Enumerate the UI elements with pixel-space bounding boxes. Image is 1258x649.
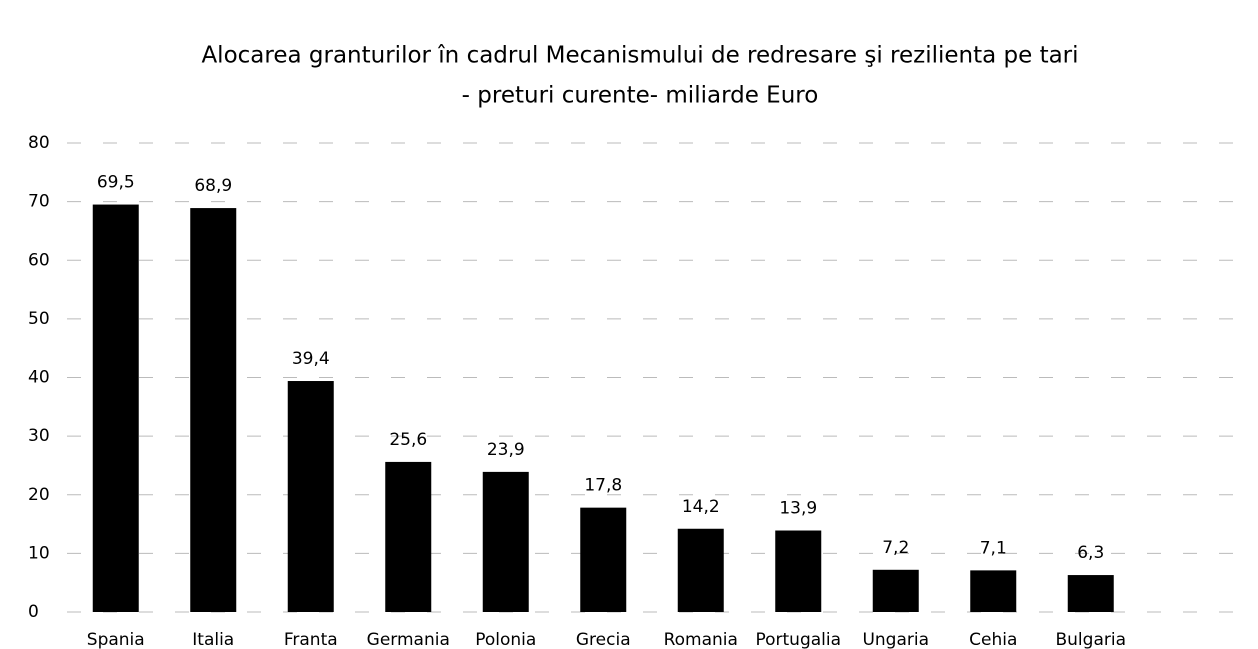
- bar: [482, 471, 529, 612]
- bar: [287, 381, 334, 612]
- data-label: 7,2: [882, 538, 909, 558]
- x-tick-label: Bulgaria: [1056, 630, 1127, 649]
- chart-title: Alocarea granturilor în cadrul Mecanismu…: [201, 43, 1078, 69]
- x-tick-label: Franta: [284, 630, 338, 649]
- x-tick-label: Polonia: [475, 630, 536, 649]
- x-tick-label: Portugalia: [755, 630, 841, 649]
- data-label: 14,2: [682, 497, 720, 517]
- bar: [970, 570, 1017, 612]
- data-label: 17,8: [584, 476, 622, 496]
- x-tick-label: Romania: [664, 630, 738, 649]
- data-label: 7,1: [980, 538, 1007, 558]
- x-tick-label: Cehia: [969, 630, 1017, 649]
- bar: [1067, 575, 1114, 612]
- x-tick-label: Germania: [367, 630, 450, 649]
- bar: [190, 208, 237, 613]
- y-tick-label: 40: [28, 368, 50, 388]
- data-label: 39,4: [292, 349, 330, 369]
- x-tick-label: Italia: [192, 630, 234, 649]
- data-label: 25,6: [389, 430, 427, 450]
- y-tick-label: 60: [28, 250, 50, 270]
- data-label: 23,9: [487, 440, 525, 460]
- y-tick-label: 30: [28, 426, 50, 446]
- y-tick-label: 10: [28, 543, 50, 563]
- y-tick-label: 20: [28, 485, 50, 505]
- bar: [677, 528, 724, 612]
- bar: [580, 507, 627, 612]
- y-tick-label: 70: [28, 192, 50, 212]
- x-tick-label: Grecia: [576, 630, 631, 649]
- data-label: 68,9: [194, 176, 232, 196]
- y-tick-label: 0: [28, 602, 39, 622]
- data-label: 13,9: [779, 499, 817, 519]
- chart-title: - preturi curente- miliarde Euro: [462, 83, 819, 109]
- bar: [775, 530, 822, 612]
- data-label: 69,5: [97, 173, 135, 193]
- data-label: 6,3: [1077, 543, 1104, 563]
- y-tick-label: 80: [28, 133, 50, 153]
- x-tick-label: Spania: [87, 630, 145, 649]
- bar: [872, 569, 919, 612]
- bar: [385, 461, 432, 612]
- y-tick-label: 50: [28, 309, 50, 329]
- x-tick-label: Ungaria: [862, 630, 929, 649]
- bar: [92, 204, 139, 612]
